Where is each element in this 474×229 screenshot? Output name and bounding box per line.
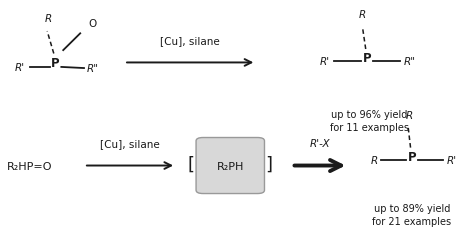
Text: R': R' [320, 57, 330, 67]
Text: [Cu], silane: [Cu], silane [160, 36, 220, 46]
Text: R': R' [15, 63, 25, 73]
Text: up to 96% yield
for 11 examples: up to 96% yield for 11 examples [330, 110, 409, 133]
Text: P: P [363, 52, 372, 65]
Text: R: R [370, 155, 377, 165]
Text: P: P [51, 57, 60, 70]
Text: R": R" [86, 64, 98, 74]
Text: R: R [45, 14, 52, 24]
Text: R: R [359, 10, 366, 20]
Text: [Cu], silane: [Cu], silane [100, 139, 160, 148]
Text: P: P [408, 150, 416, 163]
Text: R₂PH: R₂PH [217, 161, 244, 171]
Text: R'-X: R'-X [310, 139, 330, 148]
Text: R: R [406, 110, 413, 120]
Text: ]: ] [266, 155, 273, 172]
Text: R₂HP=O: R₂HP=O [7, 161, 53, 171]
Text: O: O [89, 19, 97, 29]
Text: R': R' [447, 155, 456, 165]
FancyBboxPatch shape [196, 138, 264, 194]
Text: up to 89% yield
for 21 examples: up to 89% yield for 21 examples [373, 203, 452, 226]
Text: [: [ [188, 155, 195, 172]
Text: R": R" [404, 57, 416, 67]
